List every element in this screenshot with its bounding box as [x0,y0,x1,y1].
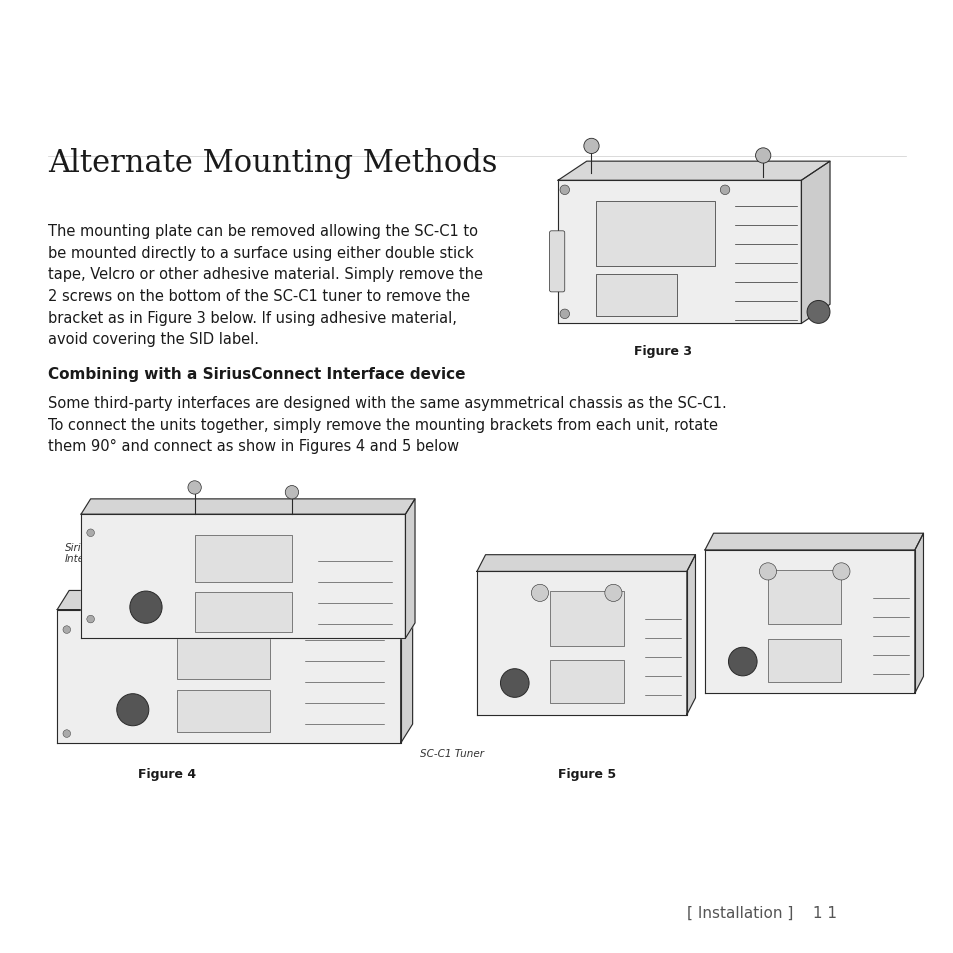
Circle shape [285,486,298,499]
Text: Figure 3: Figure 3 [634,345,691,358]
Circle shape [63,626,71,634]
Circle shape [728,648,757,677]
Circle shape [832,563,849,580]
Polygon shape [558,181,801,324]
Polygon shape [558,162,829,181]
Circle shape [583,139,598,154]
Polygon shape [405,499,415,639]
Bar [177,629,270,679]
Circle shape [87,616,94,623]
Bar [194,593,292,633]
Circle shape [604,584,621,602]
Polygon shape [704,551,914,694]
Bar [767,639,841,682]
Bar [550,592,623,646]
Polygon shape [81,515,405,639]
Circle shape [759,563,776,580]
Polygon shape [57,610,400,743]
Bar [194,536,292,583]
Text: The mounting plate can be removed allowing the SC-C1 to
be mounted directly to a: The mounting plate can be removed allowi… [48,224,482,347]
Circle shape [188,481,201,495]
Circle shape [559,186,569,195]
Text: Combining with a SiriusConnect Interface device: Combining with a SiriusConnect Interface… [48,367,465,382]
Text: SiriusConnect
Interface: SiriusConnect Interface [65,542,136,563]
Circle shape [720,186,729,195]
Circle shape [130,592,162,623]
Text: Figure 5: Figure 5 [558,767,615,781]
Polygon shape [476,572,686,715]
Text: Alternate Mounting Methods: Alternate Mounting Methods [48,148,497,178]
Circle shape [500,669,529,698]
Text: SC-C1 Tuner: SC-C1 Tuner [419,748,483,758]
Polygon shape [704,534,923,551]
Polygon shape [57,591,412,610]
Circle shape [755,149,770,164]
Text: Figure 4: Figure 4 [138,767,195,781]
Polygon shape [801,162,829,324]
Circle shape [116,694,149,726]
Polygon shape [476,555,695,572]
Bar [550,660,623,703]
FancyBboxPatch shape [549,232,564,293]
Bar [177,690,270,733]
Polygon shape [914,534,923,694]
Circle shape [806,301,829,324]
Polygon shape [81,499,415,515]
Text: [ Installation ]    1 1: [ Installation ] 1 1 [686,904,836,920]
Circle shape [63,730,71,738]
Polygon shape [686,555,695,715]
Bar [596,274,677,316]
Circle shape [559,310,569,319]
Polygon shape [400,591,412,743]
Circle shape [87,530,94,537]
Bar [596,202,715,267]
Text: Some third-party interfaces are designed with the same asymmetrical chassis as t: Some third-party interfaces are designed… [48,395,725,454]
Circle shape [531,584,548,602]
Bar [767,570,841,625]
